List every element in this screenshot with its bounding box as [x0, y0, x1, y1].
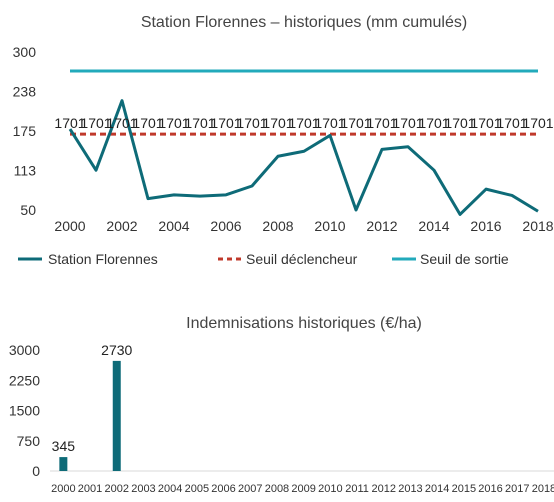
threshold-data-label: 1701	[184, 115, 215, 131]
threshold-data-label: 1701	[236, 115, 267, 131]
threshold-data-label: 1701	[132, 115, 163, 131]
x-tick-label: 2015	[452, 483, 476, 495]
legend-label-trigger: Seuil déclencheur	[246, 251, 358, 267]
x-tick-label: 2012	[366, 218, 397, 234]
line-chart-legend: Station Florennes Seuil déclencheur Seui…	[18, 251, 509, 267]
bar-data-label: 345	[52, 438, 76, 454]
x-tick-label: 2004	[158, 218, 189, 234]
threshold-data-label: 1701	[106, 115, 137, 131]
x-tick-label: 2008	[265, 483, 289, 495]
x-tick-label: 2004	[158, 483, 182, 495]
y-tick-label: 3000	[9, 342, 40, 358]
x-tick-label: 2017	[505, 483, 529, 495]
threshold-data-label: 1701	[470, 115, 501, 131]
x-tick-label: 2016	[478, 483, 502, 495]
bar-chart: Indemnisations historiques (€/ha) 3000 22…	[9, 315, 554, 495]
bar-chart-x-axis: 2000 2001 2002 2003 2004 2005 2006 2007 2008 2009…	[51, 483, 554, 495]
y-tick-label: 1500	[9, 403, 40, 419]
y-tick-label: 113	[14, 163, 37, 179]
x-tick-label: 2006	[211, 483, 235, 495]
y-tick-label: 300	[13, 44, 37, 60]
threshold-data-label: 1701	[418, 115, 449, 131]
x-tick-label: 2002	[105, 483, 129, 495]
x-tick-label: 2001	[78, 483, 102, 495]
x-tick-label: 2016	[470, 218, 501, 234]
x-tick-label: 2003	[131, 483, 155, 495]
series-line-0	[68, 99, 539, 216]
threshold-data-label: 1701	[314, 115, 345, 131]
threshold-data-label: 1701	[366, 115, 397, 131]
bar	[112, 360, 121, 471]
x-tick-label: 2018	[532, 483, 554, 495]
line-chart-x-axis: 2000 2002 2004 2006 2008 2010 2012 2014 2016 2018	[54, 218, 553, 234]
x-tick-label: 2000	[51, 483, 75, 495]
x-tick-label: 2005	[185, 483, 209, 495]
threshold-data-label: 1701	[210, 115, 241, 131]
x-tick-label: 2000	[54, 218, 85, 234]
threshold-data-label: 1701	[158, 115, 189, 131]
bar-chart-data-labels: 345 2730	[52, 342, 133, 454]
y-tick-label: 238	[13, 84, 37, 100]
x-tick-label: 2010	[318, 483, 342, 495]
y-tick-label: 50	[20, 202, 36, 218]
x-tick-label: 2014	[418, 218, 449, 234]
line-chart-title: Station Florennes – historiques (mm cumu…	[141, 14, 467, 31]
threshold-data-label: 1701	[288, 115, 319, 131]
threshold-data-label: 1701	[80, 115, 111, 131]
legend-label-exit: Seuil de sortie	[420, 251, 509, 267]
line-chart: Station Florennes – historiques (mm cumu…	[13, 14, 554, 267]
threshold-data-label: 1701	[54, 115, 85, 131]
y-tick-label: 0	[32, 463, 40, 479]
y-tick-label: 175	[13, 123, 37, 139]
threshold-data-labels: 1701170117011701170117011701170117011701…	[54, 115, 553, 131]
bar-chart-y-axis: 3000 2250 1500 750 0	[9, 342, 40, 479]
line-chart-series	[68, 69, 539, 216]
x-tick-label: 2012	[372, 483, 396, 495]
threshold-data-label: 1701	[262, 115, 293, 131]
x-tick-label: 2006	[210, 218, 241, 234]
threshold-data-label: 1701	[496, 115, 527, 131]
legend-label-station: Station Florennes	[48, 251, 158, 267]
x-tick-label: 2018	[522, 218, 553, 234]
bar	[59, 457, 68, 471]
x-tick-label: 2007	[238, 483, 262, 495]
y-tick-label: 2250	[9, 372, 40, 388]
x-tick-label: 2014	[425, 483, 449, 495]
threshold-data-label: 1701	[392, 115, 423, 131]
bar-chart-title: Indemnisations historiques (€/ha)	[186, 315, 422, 332]
threshold-data-label: 1701	[340, 115, 371, 131]
x-tick-label: 2011	[345, 483, 369, 495]
x-tick-label: 2008	[262, 218, 293, 234]
x-tick-label: 2013	[398, 483, 422, 495]
bar-data-label: 2730	[101, 342, 132, 358]
bar-chart-bars	[59, 360, 121, 471]
threshold-data-label: 1701	[444, 115, 475, 131]
x-tick-label: 2002	[106, 218, 137, 234]
threshold-data-label: 1701	[522, 115, 553, 131]
line-chart-y-axis: 300 238 175 113 50	[13, 44, 37, 218]
y-tick-label: 750	[17, 433, 41, 449]
x-tick-label: 2009	[291, 483, 315, 495]
x-tick-label: 2010	[314, 218, 345, 234]
